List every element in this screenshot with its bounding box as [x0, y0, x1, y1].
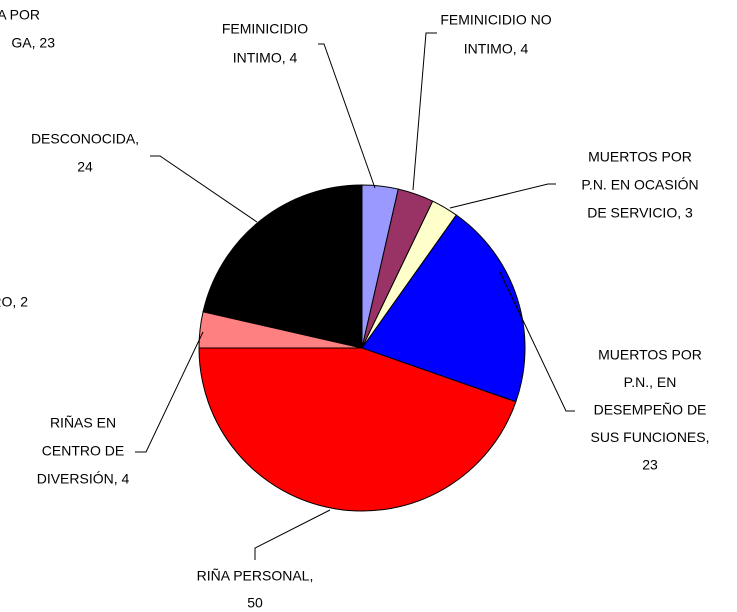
data-label: 50 [247, 595, 263, 611]
data-label: DESEMPEÑO DE [594, 402, 707, 418]
data-label: DIVERSIÓN, 4 [37, 471, 130, 487]
data-label: 24 [77, 159, 93, 175]
leader-line [499, 271, 575, 412]
leader-line [449, 183, 556, 209]
pie-slice [361, 214, 526, 403]
cut-label: RO, 2 [0, 294, 28, 310]
leader-line [318, 43, 376, 189]
cut-label: A POR [0, 7, 40, 23]
data-label: FEMINICIDIO [222, 21, 308, 37]
data-label: CENTRO DE [42, 443, 124, 459]
data-label: INTIMO, 4 [464, 41, 529, 57]
leader-line [150, 155, 258, 223]
data-label: MUERTOS POR [598, 347, 702, 363]
pie-slice [202, 184, 363, 349]
leader-line [254, 509, 331, 560]
data-label: DESCONOCIDA, [31, 131, 139, 147]
data-label: P.N., EN [624, 374, 677, 390]
leader-line [412, 32, 437, 191]
data-label: INTIMO, 4 [233, 50, 298, 66]
data-label: P.N. EN OCASIÓN [581, 177, 698, 193]
data-label: DE SERVICIO, 3 [587, 205, 693, 221]
data-label: RIÑAS EN [50, 415, 116, 431]
pie-slice [198, 347, 517, 512]
data-label: 23 [642, 457, 658, 473]
data-label: FEMINICIDIO NO [440, 12, 551, 28]
leader-line [135, 331, 204, 453]
data-label: MUERTOS POR [588, 149, 692, 165]
cut-label: GA, 23 [11, 35, 55, 51]
data-label: RIÑA PERSONAL, [197, 568, 314, 584]
data-label: SUS FUNCIONES, [590, 429, 709, 445]
